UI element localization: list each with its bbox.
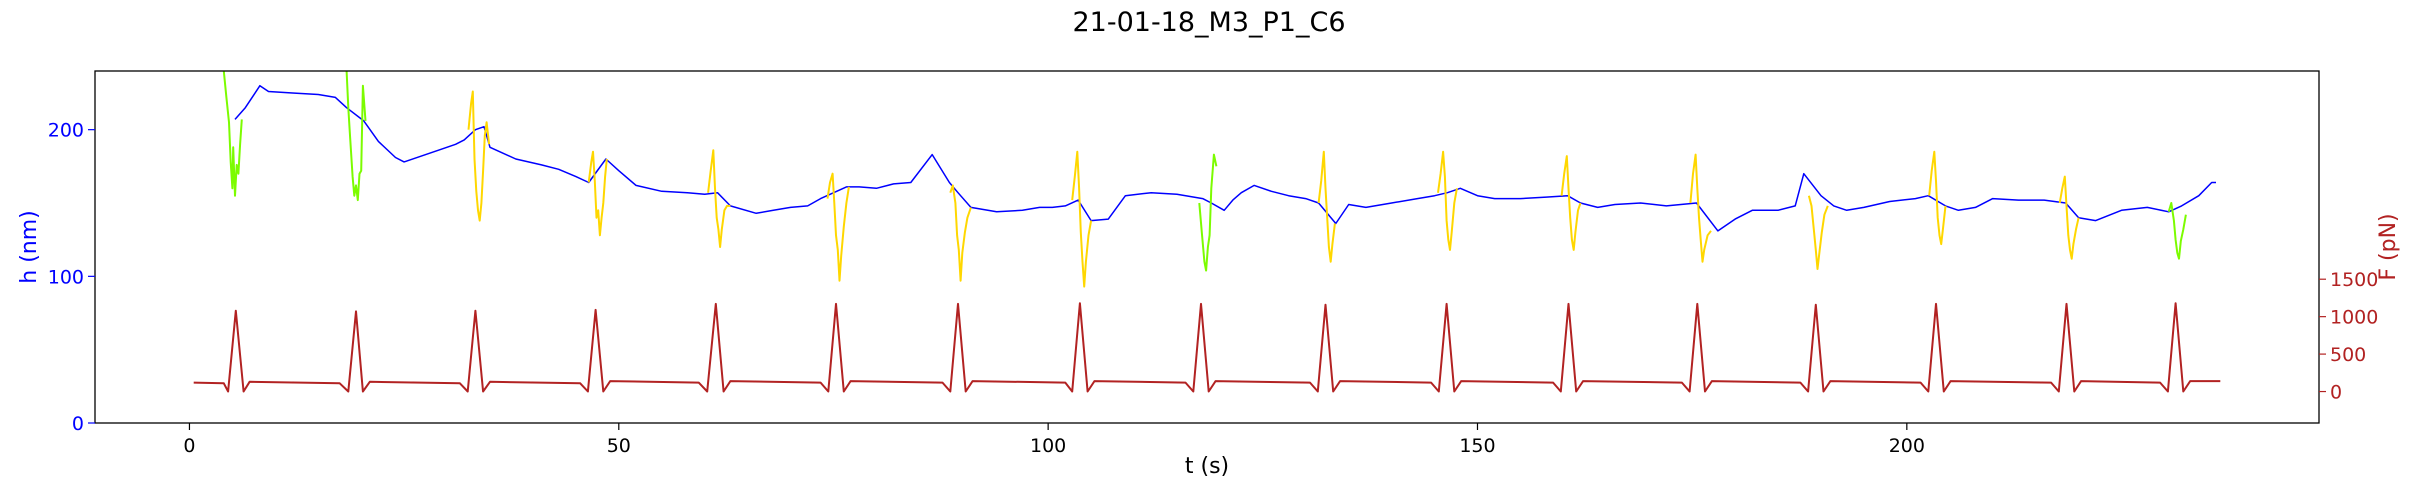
height-series-line [234, 84, 2216, 232]
right-y-tick-label: 1000 [2330, 307, 2378, 329]
height-segment-5 [707, 149, 731, 248]
height-segment-15 [1928, 150, 1947, 246]
left-y-tick-label: 100 [48, 266, 84, 288]
height-segment-12 [1560, 155, 1582, 251]
force-series-line [193, 302, 2221, 393]
chart-title: 21-01-18_M3_P1_C6 [1072, 7, 1345, 38]
height-segment-13 [1689, 153, 1712, 263]
right-y-axis: 0 500 1000 1500 [2319, 269, 2378, 404]
plot-frame [94, 70, 2320, 424]
x-tick-label: 100 [1030, 435, 1066, 457]
height-segment-6 [826, 172, 850, 282]
x-tick-label: 200 [1889, 435, 1925, 457]
height-segment-7 [949, 184, 972, 282]
right-y-tick-label: 0 [2330, 382, 2342, 404]
left-y-tick-label: 200 [48, 120, 84, 142]
right-y-axis-label: F (pN) [2376, 213, 2401, 280]
height-segment-9 [1198, 153, 1218, 272]
height-segment-14 [1807, 195, 1829, 270]
right-y-tick-label: 500 [2330, 344, 2366, 366]
height-segment-17 [2167, 202, 2187, 260]
x-axis-label: t (s) [1185, 454, 1229, 479]
left-y-axis-label: h (nm) [17, 210, 42, 283]
x-tick-label: 50 [607, 435, 631, 457]
x-axis: 0 50 100 150 200 [183, 423, 1925, 457]
height-segment-3 [467, 90, 491, 222]
height-segment-8 [1071, 150, 1093, 288]
plot-area [193, 71, 2221, 393]
height-segment-2 [345, 71, 367, 202]
height-segment-16 [2058, 175, 2080, 260]
height-segment-1 [222, 71, 243, 197]
x-tick-label: 0 [183, 435, 195, 457]
height-segment-4 [587, 150, 608, 237]
left-y-tick-label: 0 [72, 413, 84, 435]
right-y-tick-label: 1500 [2330, 269, 2378, 291]
left-y-axis: 0 100 200 [48, 120, 95, 435]
height-segment-10 [1317, 150, 1336, 263]
height-segment-11 [1437, 150, 1458, 251]
x-tick-label: 150 [1459, 435, 1495, 457]
